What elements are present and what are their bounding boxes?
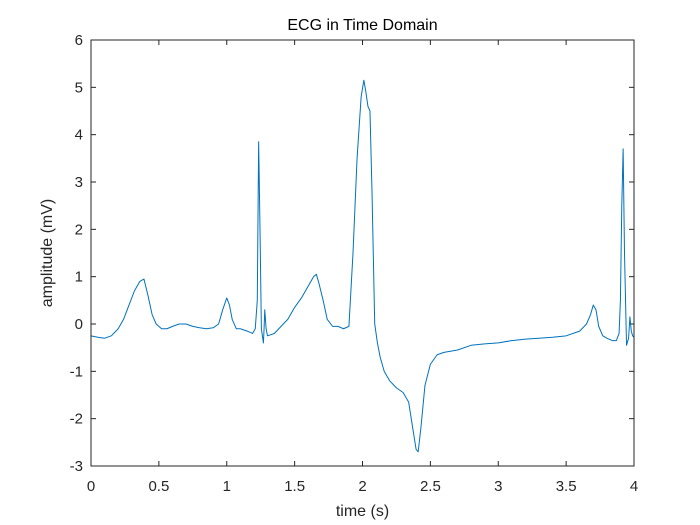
y-tick-label: 0 — [75, 316, 83, 333]
x-tick-label: 1 — [223, 478, 231, 495]
y-tick-label: -1 — [70, 363, 83, 380]
y-tick-label: 4 — [75, 127, 83, 144]
plot-area — [91, 40, 634, 466]
x-tick-labels: 0 0.5 1 1.5 2 2.5 3 3.5 4 — [87, 478, 638, 495]
y-axis-label: amplitude (mV) — [39, 199, 56, 307]
x-tick-label: 3.5 — [556, 478, 577, 495]
x-tick-label: 3 — [494, 478, 502, 495]
plot-frame — [90, 39, 635, 467]
y-tick-label: 6 — [75, 32, 83, 49]
y-tick-label: 3 — [75, 174, 83, 191]
x-axis-label: time (s) — [336, 503, 389, 520]
x-tick-label: 0 — [87, 478, 95, 495]
x-tick-label: 4 — [630, 478, 638, 495]
y-tick-label: 5 — [75, 79, 83, 96]
y-tick-label: -3 — [70, 458, 83, 475]
x-tick-label: 0.5 — [148, 478, 169, 495]
x-tick-label: 2.5 — [420, 478, 441, 495]
y-tick-label: 2 — [75, 221, 83, 238]
x-tick-label: 1.5 — [284, 478, 305, 495]
ecg-series-line — [90, 79, 635, 453]
y-tick-label: -2 — [70, 411, 83, 428]
y-tick-labels: -3 -2 -1 0 1 2 3 4 5 6 — [70, 32, 83, 475]
x-tick-label: 2 — [358, 478, 366, 495]
y-tick-label: 1 — [75, 269, 83, 286]
chart-title: ECG in Time Domain — [287, 17, 437, 34]
